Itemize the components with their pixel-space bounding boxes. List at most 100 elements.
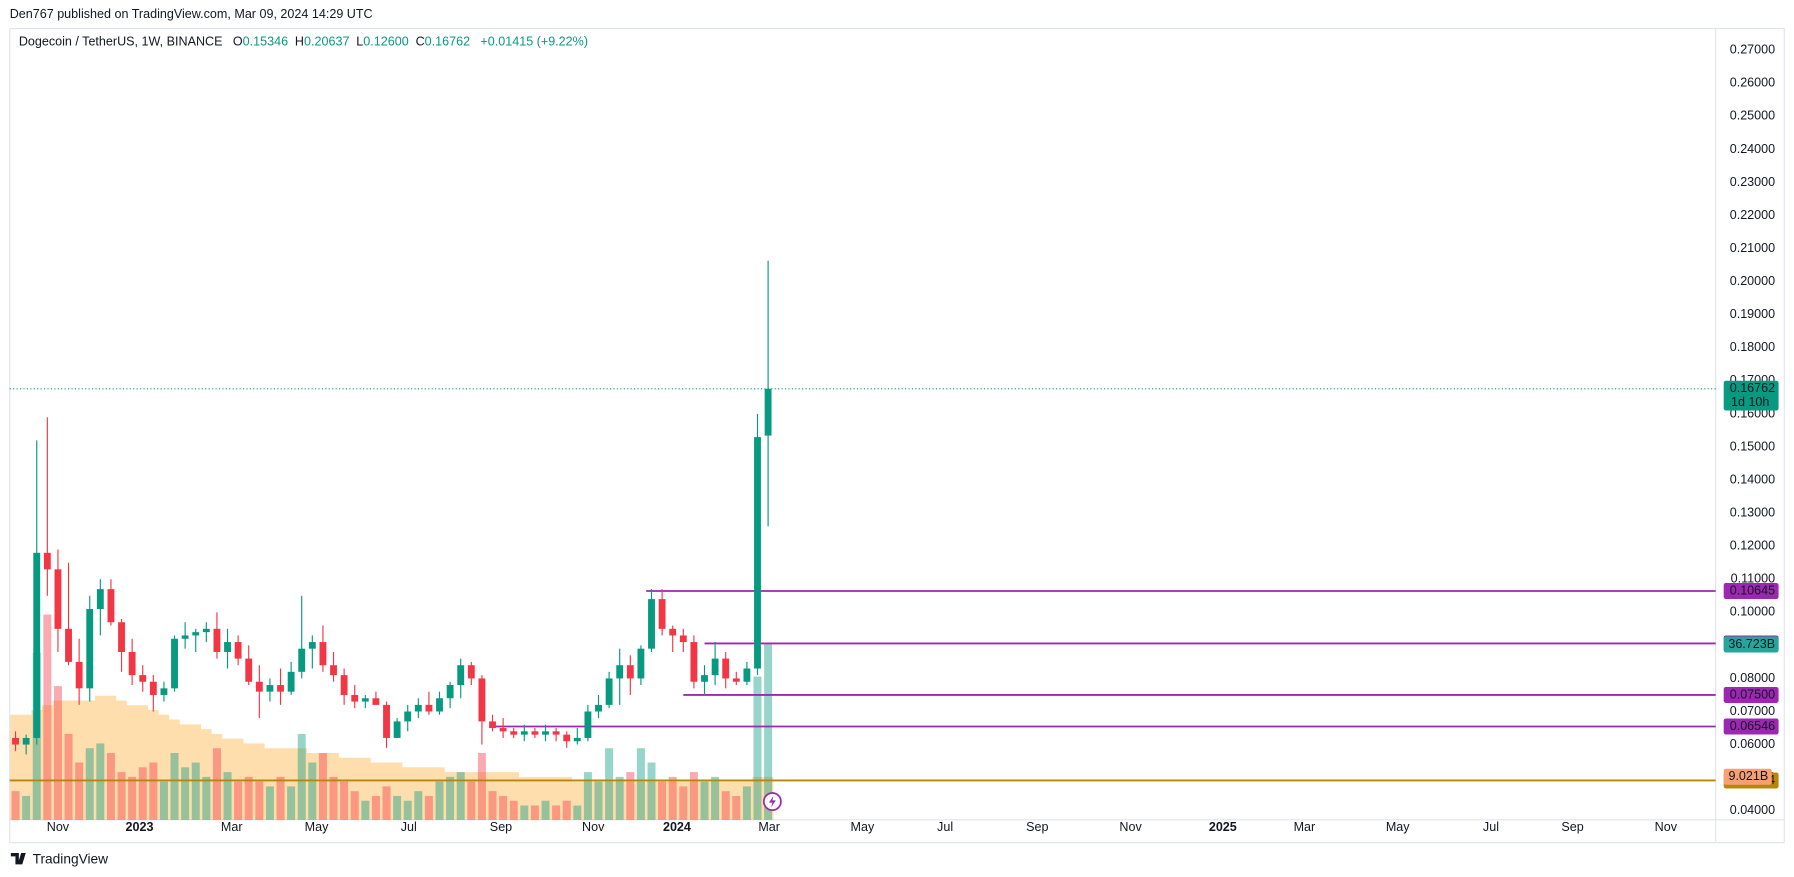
volume-ma-label: 9.021B — [1728, 769, 1768, 783]
volume-ma-area — [10, 695, 774, 820]
candle-body — [489, 721, 496, 729]
candle-body — [446, 685, 454, 699]
candle-body — [542, 731, 549, 735]
x-tick-label: Mar — [1294, 820, 1316, 834]
y-tick-label: 0.24000 — [1730, 142, 1775, 156]
candle-body — [118, 622, 125, 652]
candle-body — [12, 737, 19, 745]
candle-body — [531, 731, 539, 735]
volume-bar — [265, 786, 274, 820]
volume-bar — [689, 772, 698, 820]
legend-value: 0.12600 — [363, 35, 408, 49]
volume-ma-label-box — [1723, 768, 1772, 785]
x-tick-label: 2024 — [663, 820, 691, 834]
candle-body — [139, 675, 147, 682]
candle-body — [245, 658, 253, 682]
candle-body — [616, 665, 624, 679]
candle-body — [33, 552, 41, 738]
volume-bar — [223, 772, 232, 820]
candle-body — [86, 609, 94, 689]
volume-bar — [520, 805, 529, 820]
candle-body — [383, 704, 390, 738]
candle-body — [436, 698, 443, 712]
volume-bar — [764, 644, 773, 820]
candle-body — [467, 665, 475, 679]
volume-label-box — [1723, 636, 1779, 653]
volume-bar — [446, 776, 455, 820]
y-tick-label: 0.14000 — [1730, 472, 1775, 486]
volume-bar — [11, 791, 20, 820]
volume-bar — [159, 781, 168, 820]
y-tick-label: 0.13000 — [1730, 505, 1775, 519]
volume-bar — [711, 776, 720, 820]
candle-body — [764, 388, 772, 436]
volume-bar — [329, 776, 338, 820]
volume-bar — [287, 786, 296, 820]
volume-bar — [340, 781, 349, 820]
candle-body — [192, 632, 200, 636]
level-label: 0.06546 — [1730, 719, 1775, 733]
volume-bar — [424, 795, 433, 820]
x-tick-label: May — [1386, 820, 1410, 834]
volume-bar — [43, 614, 52, 820]
x-tick-label: Nov — [582, 820, 605, 834]
candle-body — [754, 437, 761, 669]
candle-body — [563, 734, 571, 742]
candle-body — [637, 648, 645, 679]
candle-body — [43, 552, 51, 570]
volume-bar — [181, 767, 190, 820]
candle-body — [287, 671, 295, 692]
candle-body — [54, 569, 62, 629]
change: +0.01415 (+9.22%) — [480, 35, 588, 49]
y-tick-label: 0.10000 — [1730, 605, 1775, 619]
publisher: Den767 published on TradingView.com, Mar… — [10, 7, 373, 21]
volume-bar — [509, 800, 518, 820]
volume-bar — [308, 762, 317, 820]
volume-bar — [499, 795, 508, 820]
volume-bar — [530, 805, 539, 820]
y-tick-label: 0.15000 — [1730, 439, 1775, 453]
volume-bar — [64, 733, 73, 820]
volume-bar — [361, 800, 370, 820]
candle-body — [234, 642, 242, 659]
volume-bar — [583, 772, 592, 820]
volume-bar — [435, 781, 444, 820]
candle-body — [181, 635, 189, 639]
volume-bar — [276, 776, 285, 820]
x-tick-label: 2025 — [1209, 820, 1237, 834]
volume-bar — [594, 781, 603, 820]
y-tick-label: 0.20000 — [1730, 274, 1775, 288]
candle-body — [372, 698, 380, 705]
candle-body — [584, 711, 592, 738]
candle-body — [701, 675, 708, 682]
volume-bar — [414, 791, 423, 820]
candle-body — [213, 628, 221, 652]
candle-body — [160, 688, 168, 695]
candle-body — [743, 668, 751, 682]
volume-bar — [636, 748, 645, 820]
y-tick-label: 0.19000 — [1730, 307, 1775, 321]
x-tick-label: Mar — [221, 820, 243, 834]
volume-bar — [212, 748, 221, 820]
volume-bar — [244, 776, 253, 820]
candle-body — [65, 628, 72, 662]
volume-bar — [85, 748, 94, 820]
level-label-box — [1723, 686, 1779, 703]
volume-bar — [658, 781, 667, 820]
legend-key: H — [295, 35, 304, 49]
candle-body — [690, 642, 698, 682]
x-tick-label: Sep — [1026, 820, 1048, 834]
y-tick-label: 0.26000 — [1730, 76, 1775, 90]
volume-bar — [615, 776, 624, 820]
volume-label: 36.723B — [1728, 637, 1775, 651]
x-tick-label: Nov — [1655, 820, 1678, 834]
volume-bar — [191, 762, 200, 820]
volume-bar — [53, 686, 62, 820]
candle-body — [96, 589, 104, 610]
candle-body — [679, 635, 687, 643]
candle-body — [658, 599, 666, 629]
y-tick-label: 0.04000 — [1730, 803, 1775, 817]
y-tick-label: 0.11000 — [1731, 572, 1775, 586]
